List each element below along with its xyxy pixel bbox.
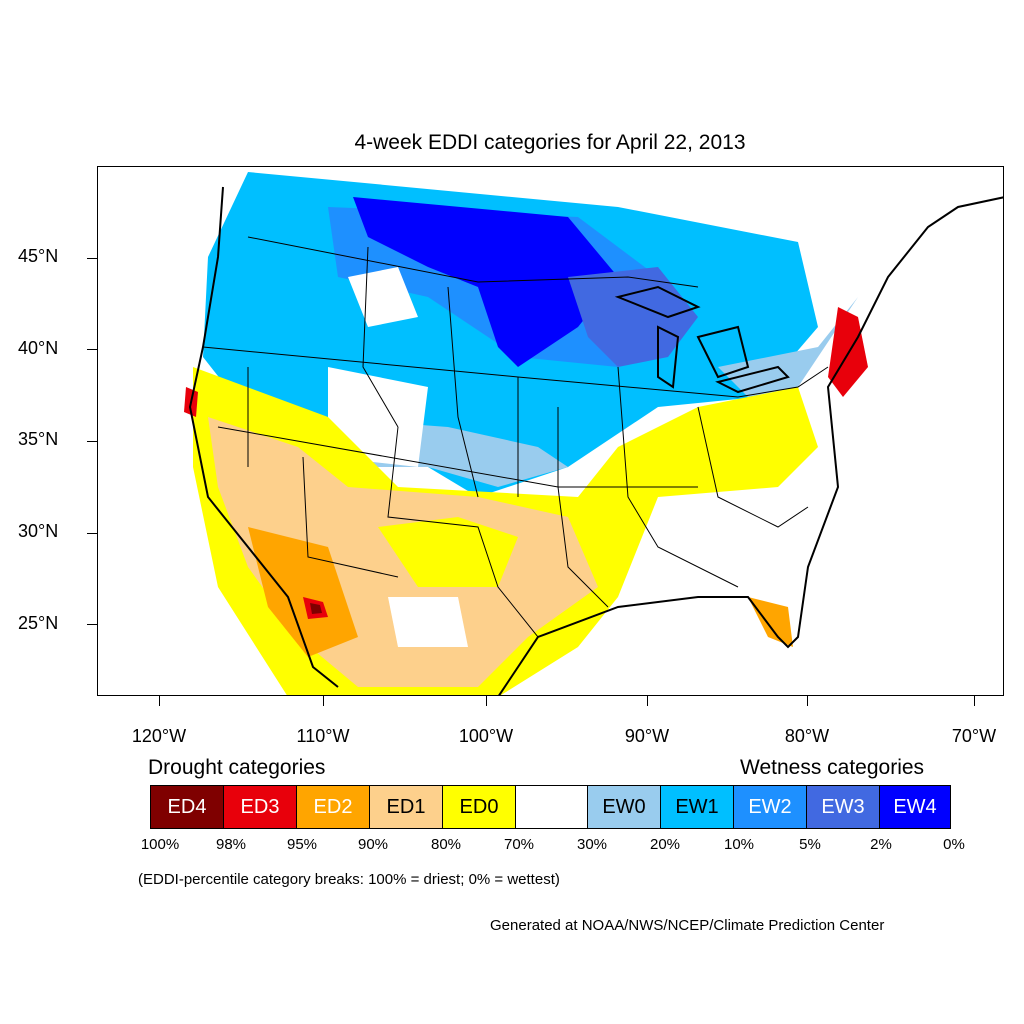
lon-label-120w: 120°W bbox=[131, 726, 187, 746]
legend-box-ed1: ED1 bbox=[369, 785, 443, 829]
lon-label-110w: 110°W bbox=[296, 726, 350, 746]
legend-label-ed3: ED3 bbox=[240, 795, 280, 818]
boundary-lines bbox=[202, 236, 829, 638]
map-title: 4-week EDDI categories for April 22, 201… bbox=[354, 131, 746, 154]
lat-label-30: 30°N bbox=[18, 521, 59, 541]
category-fields bbox=[184, 172, 868, 695]
legend-label-ew0: EW0 bbox=[602, 795, 646, 818]
lat-label-40: 40°N bbox=[18, 338, 59, 358]
category-break-note: (EDDI-percentile category breaks: 100% =… bbox=[138, 871, 560, 888]
legend-box-ed3: ED3 bbox=[223, 785, 297, 829]
lon-label-80w: 80°W bbox=[784, 726, 830, 746]
lat-tick bbox=[87, 441, 97, 442]
lat-tick bbox=[87, 624, 97, 625]
lon-label-90w: 90°W bbox=[624, 726, 670, 746]
legend-box-ew2: EW2 bbox=[733, 785, 807, 829]
drought-categories-heading: Drought categories bbox=[148, 756, 326, 779]
percent-break-label: 20% bbox=[649, 836, 681, 853]
legend-label-ed4: ED4 bbox=[167, 795, 207, 818]
legend-box-ed2: ED2 bbox=[296, 785, 370, 829]
percent-break-label: 100% bbox=[140, 836, 180, 853]
map-panel bbox=[97, 166, 1004, 696]
lon-tick bbox=[323, 696, 324, 706]
legend-label-ed2: ED2 bbox=[313, 795, 353, 818]
ed2-florida bbox=[748, 597, 793, 647]
percent-break-label: 70% bbox=[503, 836, 535, 853]
legend-label-ew3: EW3 bbox=[821, 795, 865, 818]
ew3-region bbox=[568, 267, 698, 367]
lat-tick bbox=[87, 258, 97, 259]
wetness-categories-heading: Wetness categories bbox=[740, 756, 925, 779]
percent-break-label: 5% bbox=[799, 836, 821, 853]
white-gap-southeast bbox=[618, 467, 838, 587]
lon-label-100w: 100°W bbox=[458, 726, 514, 746]
lon-tick bbox=[974, 696, 975, 706]
lon-tick bbox=[486, 696, 487, 706]
legend-label-ew4: EW4 bbox=[893, 795, 937, 818]
lat-label-45: 45°N bbox=[18, 246, 59, 266]
lat-tick bbox=[87, 349, 97, 350]
eddi-map bbox=[184, 172, 1003, 695]
lon-tick bbox=[807, 696, 808, 706]
coastline bbox=[188, 186, 1003, 695]
legend-label-ed1: ED1 bbox=[386, 795, 426, 818]
credit-text: Generated at NOAA/NWS/NCEP/Climate Predi… bbox=[490, 917, 885, 934]
percent-break-label: 90% bbox=[357, 836, 389, 853]
percent-break-label: 0% bbox=[943, 836, 965, 853]
legend-box-ed0: ED0 bbox=[442, 785, 516, 829]
percent-break-label: 80% bbox=[430, 836, 462, 853]
legend-box-ew4: EW4 bbox=[879, 785, 951, 829]
ed4-region bbox=[310, 603, 322, 614]
legend-label-ew1: EW1 bbox=[675, 795, 719, 818]
lat-tick bbox=[87, 533, 97, 534]
legend-box-neutral bbox=[515, 785, 588, 829]
ed0-inner bbox=[378, 517, 518, 587]
ew0-region-east bbox=[718, 297, 858, 397]
great-lakes bbox=[614, 285, 790, 394]
lat-label-25: 25°N bbox=[18, 613, 59, 633]
percent-break-label: 95% bbox=[286, 836, 318, 853]
lon-label-70w: 70°W bbox=[951, 726, 997, 746]
lat-label-35: 35°N bbox=[18, 429, 59, 449]
lon-tick bbox=[159, 696, 160, 706]
legend-box-ew3: EW3 bbox=[806, 785, 880, 829]
legend-box-ed4: ED4 bbox=[150, 785, 224, 829]
legend-label-ed0: ED0 bbox=[459, 795, 499, 818]
legend-box-ew0: EW0 bbox=[587, 785, 661, 829]
legend-box-ew1: EW1 bbox=[660, 785, 734, 829]
percent-break-label: 30% bbox=[576, 836, 608, 853]
white-gap-southwest bbox=[388, 597, 468, 647]
percent-break-label: 98% bbox=[215, 836, 247, 853]
ed2-region bbox=[248, 527, 358, 657]
percent-break-label: 10% bbox=[723, 836, 755, 853]
legend-label-ew2: EW2 bbox=[748, 795, 792, 818]
lon-tick bbox=[647, 696, 648, 706]
percent-break-label: 2% bbox=[870, 836, 892, 853]
